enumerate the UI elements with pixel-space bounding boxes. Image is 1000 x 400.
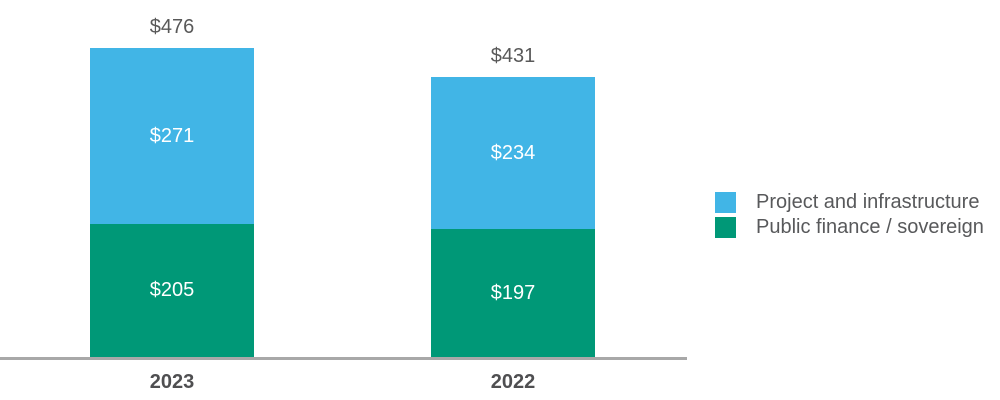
- segment-value-label: $234: [490, 141, 536, 164]
- segment-value-label: $271: [149, 124, 195, 147]
- segment-value-label: $205: [149, 279, 195, 301]
- bar-group-2023: $476 $271 $205: [90, 16, 254, 357]
- total-label-2022: $431: [490, 45, 536, 67]
- segment-public-finance-sovereign-2023: $205: [90, 224, 254, 357]
- total-label-2023: $476: [149, 16, 195, 38]
- segment-project-and-infrastructure-2023: $271: [90, 48, 254, 224]
- legend-swatch-blue: [715, 192, 736, 213]
- bar-group-2022: $431 $234 $197: [431, 45, 595, 357]
- legend-item-project-and-infrastructure: Project and infrastructure: [715, 192, 984, 213]
- legend-swatch-green: [715, 217, 736, 238]
- legend: Project and infrastructure Public financ…: [715, 192, 984, 242]
- legend-item-public-finance-sovereign: Public finance / sovereign: [715, 217, 984, 238]
- x-axis-line: [0, 357, 687, 360]
- legend-label: Project and infrastructure: [756, 191, 980, 213]
- segment-project-and-infrastructure-2022: $234: [431, 77, 595, 229]
- segment-value-label: $197: [490, 281, 536, 304]
- x-tick-label-2022: 2022: [490, 371, 536, 393]
- x-tick-label-2023: 2023: [149, 371, 195, 393]
- legend-label: Public finance / sovereign: [756, 216, 984, 238]
- segment-public-finance-sovereign-2022: $197: [431, 229, 595, 357]
